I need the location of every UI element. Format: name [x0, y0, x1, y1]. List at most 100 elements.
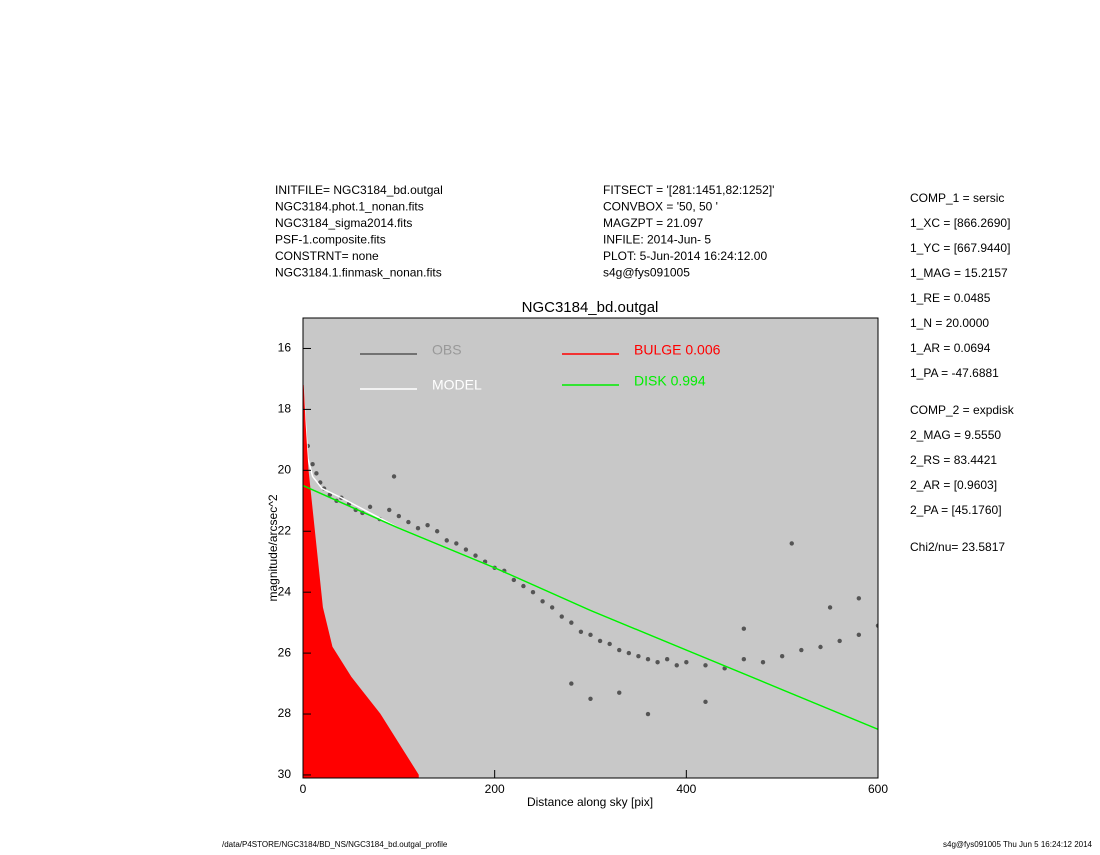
- obs-point: [626, 650, 632, 656]
- y-tick-label: 18: [278, 402, 292, 416]
- obs-point: [703, 699, 708, 705]
- y-tick-label: 24: [278, 584, 292, 598]
- plot-marks: [303, 384, 878, 778]
- header-line: NGC3184.1.finmask_nonan.fits: [275, 266, 442, 280]
- obs-point: [463, 547, 469, 552]
- obs-point: [617, 690, 622, 695]
- obs-point: [722, 666, 727, 671]
- obs-point: [856, 632, 862, 638]
- legend-label: OBS: [432, 342, 462, 358]
- header-line: CONSTRNT= none: [275, 249, 379, 263]
- obs-point: [387, 507, 392, 513]
- fit-parameter: 2_RS = 83.4421: [910, 453, 997, 467]
- obs-point: [875, 623, 878, 628]
- obs-point: [703, 663, 708, 668]
- obs-point: [588, 696, 593, 701]
- obs-point: [406, 519, 411, 525]
- header-line: NGC3184_sigma2014.fits: [275, 216, 412, 230]
- fit-parameter: 2_AR = [0.9603]: [910, 478, 997, 492]
- obs-point: [607, 641, 612, 647]
- y-tick-label: 16: [278, 341, 292, 355]
- obs-point: [799, 647, 804, 653]
- obs-point: [473, 553, 478, 558]
- obs-point: [569, 681, 574, 686]
- obs-point: [741, 656, 747, 662]
- footer-path: /data/P4STORE/NGC3184/BD_NS/NGC3184_bd.o…: [222, 840, 448, 849]
- model-line: [303, 484, 878, 730]
- obs-point: [521, 583, 526, 589]
- legend-label: DISK 0.994: [634, 373, 706, 389]
- obs-point: [434, 529, 440, 534]
- header-line: FITSECT = '[281:1451,82:1252]': [603, 183, 774, 197]
- obs-point: [511, 577, 517, 583]
- obs-point: [425, 522, 430, 528]
- obs-point: [444, 538, 449, 543]
- y-tick-label: 30: [278, 767, 292, 781]
- header-line: MAGZPT = 21.097: [603, 216, 703, 230]
- header-line: CONVBOX = '50, 50 ': [603, 200, 718, 214]
- fit-parameter: COMP_2 = expdisk: [910, 403, 1015, 417]
- fit-parameter: 2_PA = [45.1760]: [910, 503, 1002, 517]
- header-line: s4g@fys091005: [603, 266, 690, 280]
- fit-parameter: 1_RE = 0.0485: [910, 291, 991, 305]
- fit-parameter: Chi2/nu= 23.5817: [910, 540, 1005, 554]
- y-axis-label: magnitude/arcsec^2: [266, 494, 280, 601]
- obs-point: [674, 663, 679, 668]
- header-line: INFILE: 2014-Jun- 5: [603, 233, 711, 247]
- obs-point: [597, 638, 603, 644]
- x-tick-label: 0: [300, 782, 307, 796]
- obs-point: [645, 711, 651, 717]
- header-line: PLOT: 5-Jun-2014 16:24:12.00: [603, 249, 767, 263]
- obs-point: [818, 644, 823, 650]
- fit-parameter: 1_MAG = 15.2157: [910, 266, 1008, 280]
- obs-point: [549, 605, 555, 610]
- fit-parameter: COMP_1 = sersic: [910, 191, 1004, 205]
- fit-parameter: 1_PA = -47.6881: [910, 366, 999, 380]
- obs-point: [530, 589, 536, 595]
- legend-label: MODEL: [432, 377, 482, 393]
- obs-point: [636, 653, 641, 659]
- obs-point: [645, 656, 651, 662]
- obs-point: [789, 541, 794, 546]
- obs-point: [837, 638, 842, 644]
- x-tick-label: 600: [868, 782, 888, 796]
- x-tick-label: 200: [485, 782, 505, 796]
- fit-parameter: 2_MAG = 9.5550: [910, 428, 1001, 442]
- legend-label: BULGE 0.006: [634, 342, 721, 358]
- chart-title: NGC3184_bd.outgal: [522, 299, 659, 316]
- fit-parameter: 1_AR = 0.0694: [910, 341, 991, 355]
- obs-point: [655, 660, 660, 665]
- obs-point: [827, 605, 833, 610]
- x-axis-label: Distance along sky [pix]: [527, 795, 653, 809]
- obs-point: [569, 620, 574, 625]
- obs-point: [314, 471, 319, 476]
- header-line: PSF-1.composite.fits: [275, 233, 386, 247]
- obs-point: [454, 541, 459, 546]
- obs-point: [310, 462, 315, 467]
- bulge-area: [303, 384, 419, 778]
- obs-point: [741, 626, 747, 631]
- obs-point: [540, 599, 545, 604]
- y-tick-label: 26: [278, 645, 292, 659]
- header-line: NGC3184.phot.1_nonan.fits: [275, 200, 424, 214]
- header-line: INITFILE= NGC3184_bd.outgal: [275, 183, 443, 197]
- obs-point: [588, 632, 593, 638]
- obs-point: [684, 660, 689, 665]
- obs-point: [396, 513, 402, 519]
- x-tick-label: 400: [676, 782, 696, 796]
- footer-stamp: s4g@fys091005 Thu Jun 5 16:24:12 2014: [943, 840, 1093, 849]
- y-tick-label: 28: [278, 706, 292, 720]
- obs-point: [578, 629, 584, 634]
- fit-parameter: 1_YC = [667.9440]: [910, 241, 1010, 255]
- plot-frame: [302, 317, 879, 779]
- obs-point: [367, 504, 373, 510]
- obs-point: [415, 525, 421, 531]
- obs-point: [664, 656, 670, 662]
- obs-point: [617, 647, 622, 653]
- obs-point: [559, 614, 564, 619]
- fit-parameter: 1_N = 20.0000: [910, 316, 989, 330]
- obs-point: [856, 596, 862, 601]
- fit-parameter: 1_XC = [866.2690]: [910, 216, 1010, 230]
- y-tick-label: 22: [278, 523, 292, 537]
